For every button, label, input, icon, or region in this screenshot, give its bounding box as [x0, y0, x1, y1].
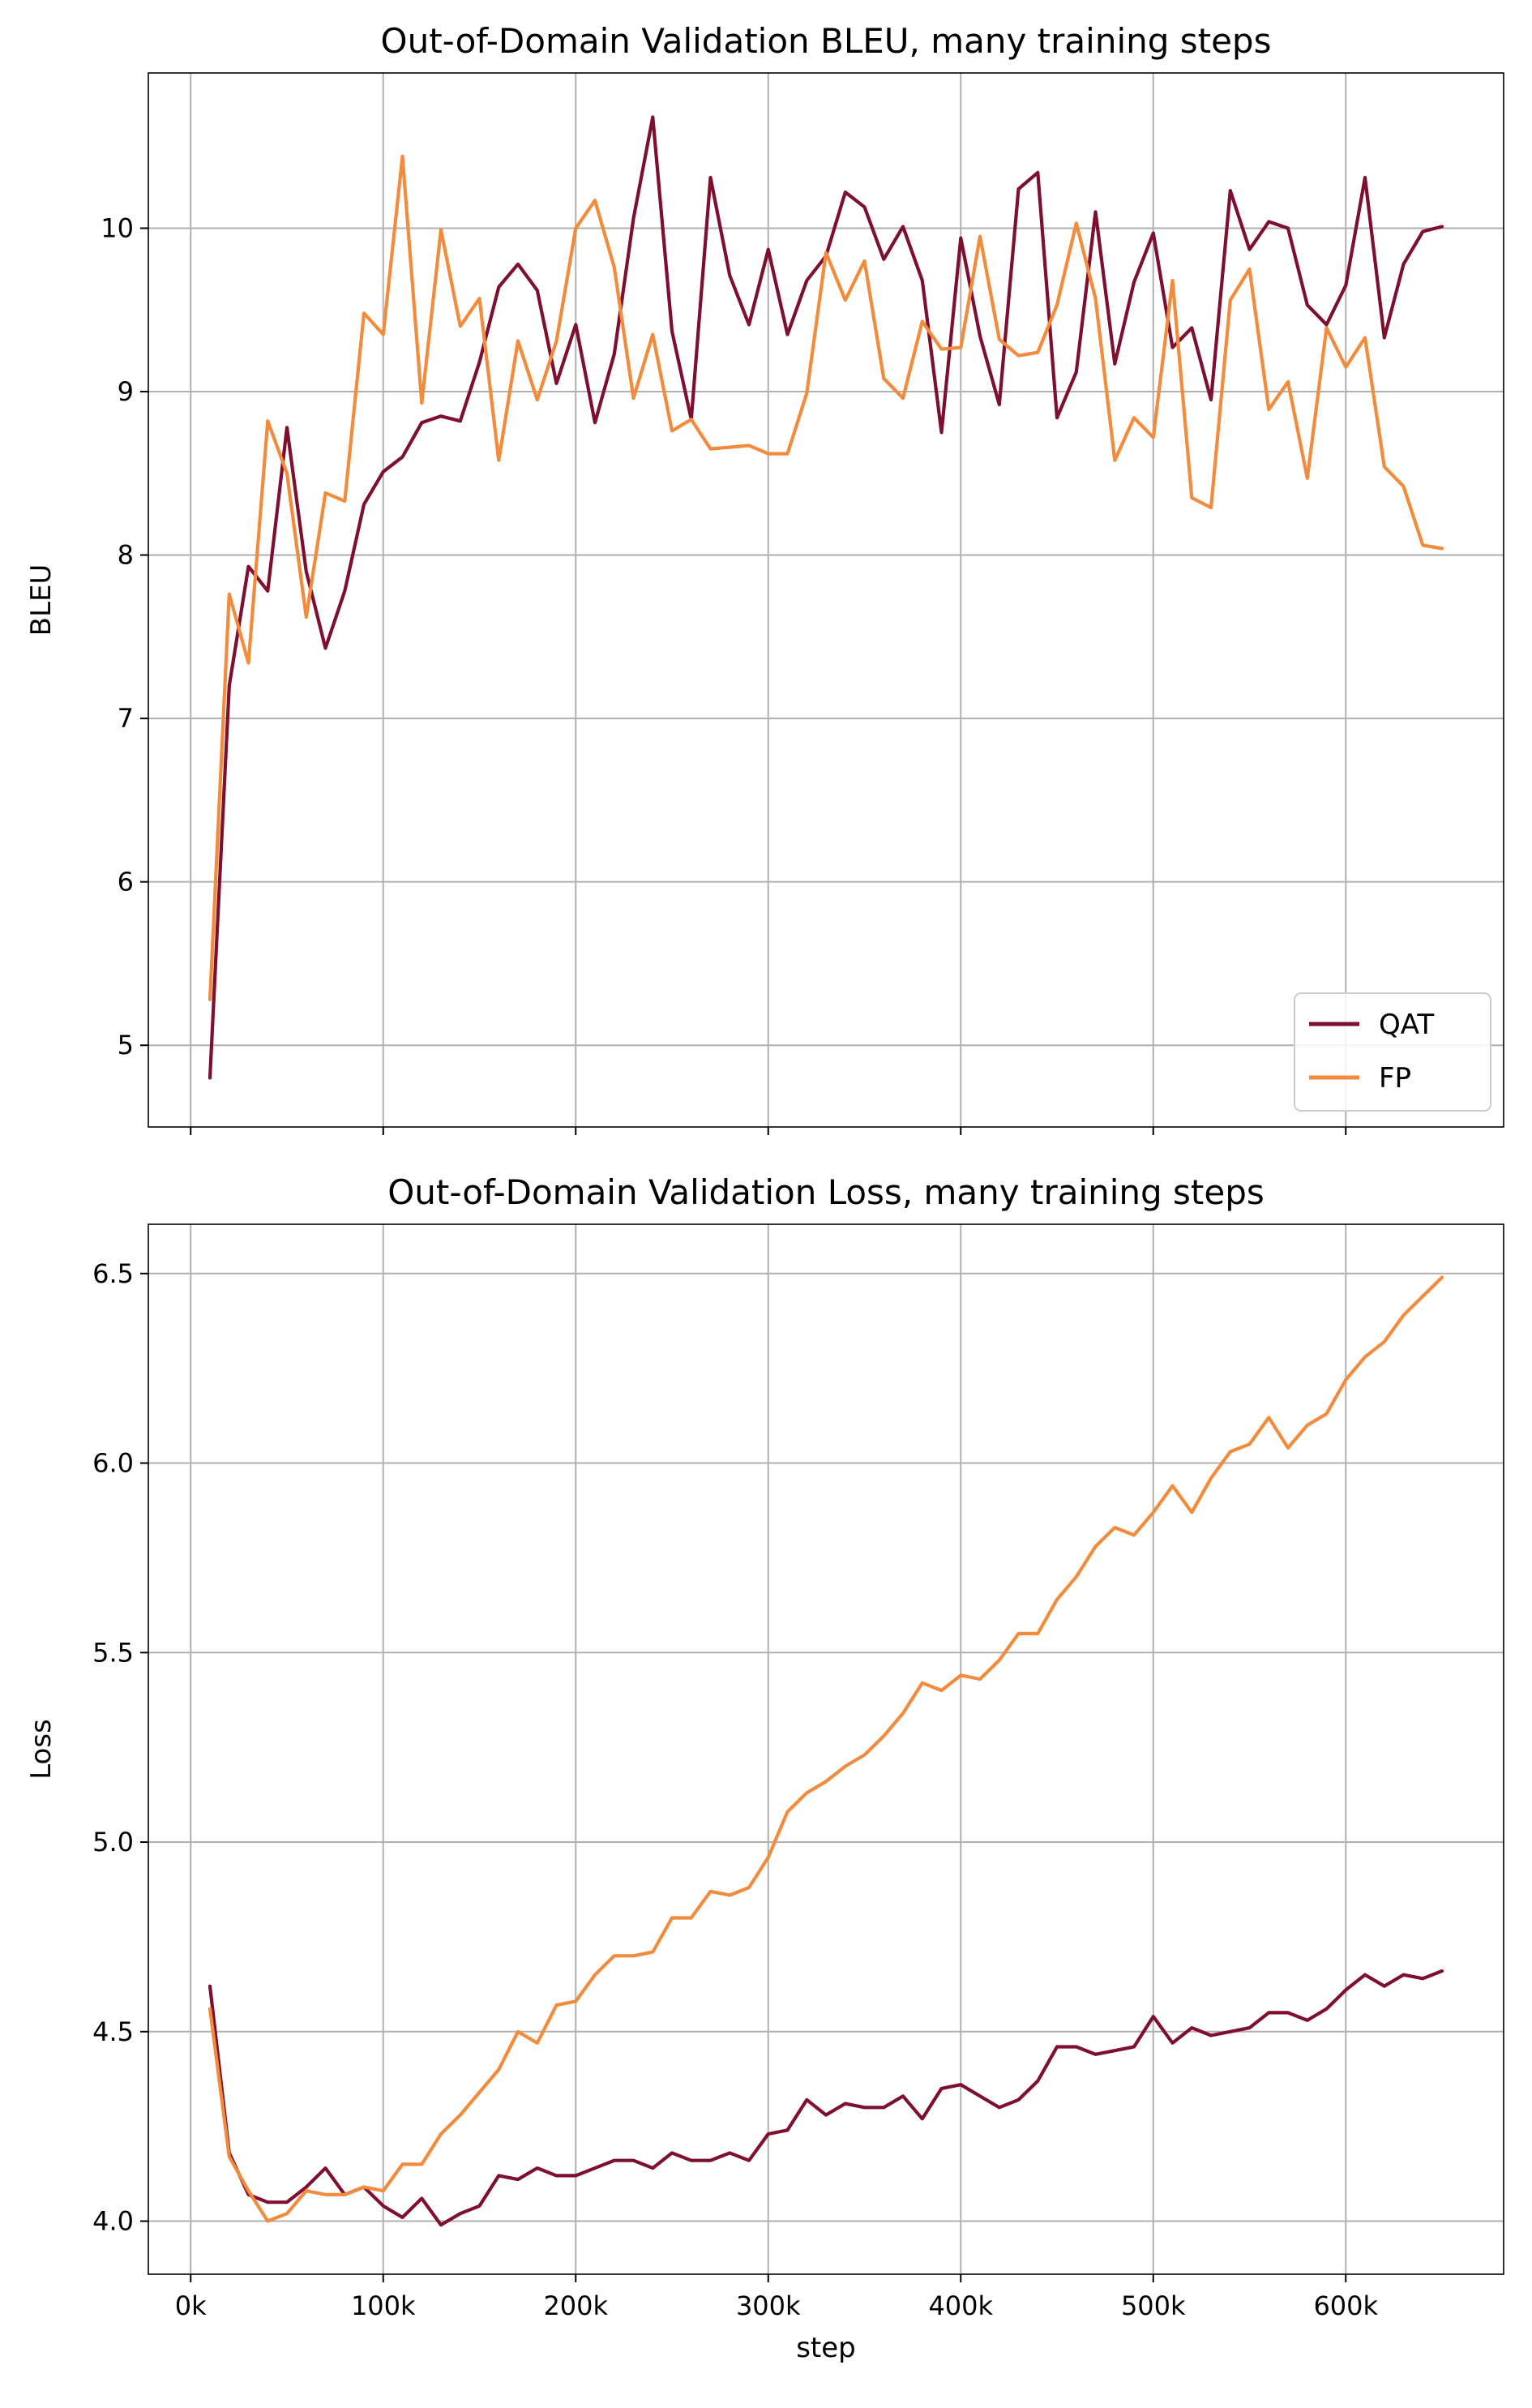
y-tick-label: 4.5 [92, 2016, 134, 2047]
loss-chart-title: Out-of-Domain Validation Loss, many trai… [387, 1172, 1265, 1212]
loss-chart: 0k 100k 200k 300k 400k 500k 600k 4.0 4.5 5.0 5.5 6.… [25, 1172, 1504, 2364]
y-tick-label: 5 [118, 1030, 134, 1060]
bleu-chart-title: Out-of-Domain Validation BLEU, many trai… [381, 21, 1272, 61]
x-tick-label: 400k [928, 2290, 993, 2321]
bleu-y-axis-label: BLEU [25, 564, 58, 636]
series-line-fp [208, 154, 1444, 1001]
loss-series [208, 1275, 1444, 2227]
series-line-qat [208, 1969, 1444, 2227]
y-tick-label: 4.0 [92, 2206, 134, 2237]
loss-y-axis-label: Loss [25, 1719, 58, 1780]
x-tick-label: 100k [351, 2290, 416, 2321]
y-tick-label: 6 [118, 867, 134, 898]
loss-x-axis-label: step [796, 2332, 856, 2364]
bleu-ticks: 5 6 7 8 9 10 [101, 212, 1347, 1135]
loss-ticks: 0k 100k 200k 300k 400k 500k 600k 4.0 4.5 5.0 5.5 6.… [92, 1258, 1378, 2321]
x-tick-label: 300k [736, 2290, 801, 2321]
y-tick-label: 10 [101, 212, 134, 243]
bleu-plot-frame [148, 72, 1504, 1128]
x-tick-label: 600k [1313, 2290, 1378, 2321]
y-tick-label: 5.5 [92, 1637, 134, 1668]
y-tick-label: 6.0 [92, 1448, 134, 1479]
y-tick-label: 8 [118, 540, 134, 571]
bleu-legend: QAT FP [1294, 992, 1491, 1112]
loss-plot-frame [148, 1223, 1504, 2275]
loss-grid [148, 1224, 1504, 2274]
y-tick-label: 6.5 [92, 1258, 134, 1289]
legend-qat-label: QAT [1379, 1009, 1434, 1041]
y-tick-label: 7 [118, 703, 134, 734]
y-tick-label: 9 [118, 376, 134, 407]
series-line-fp [208, 1275, 1444, 2223]
bleu-chart: 5 6 7 8 9 10 Out-of-Domain Validation BLEU, m… [25, 21, 1504, 1135]
bleu-series [208, 115, 1444, 1080]
loss-plot-area [148, 1224, 1504, 2274]
legend-fp-label: FP [1379, 1062, 1411, 1095]
y-tick-label: 5.0 [92, 1827, 134, 1857]
x-tick-label: 0k [175, 2290, 207, 2321]
x-tick-label: 200k [543, 2290, 608, 2321]
bleu-plot-area [148, 73, 1504, 1127]
bleu-grid [148, 73, 1504, 1127]
x-tick-label: 500k [1121, 2290, 1186, 2321]
